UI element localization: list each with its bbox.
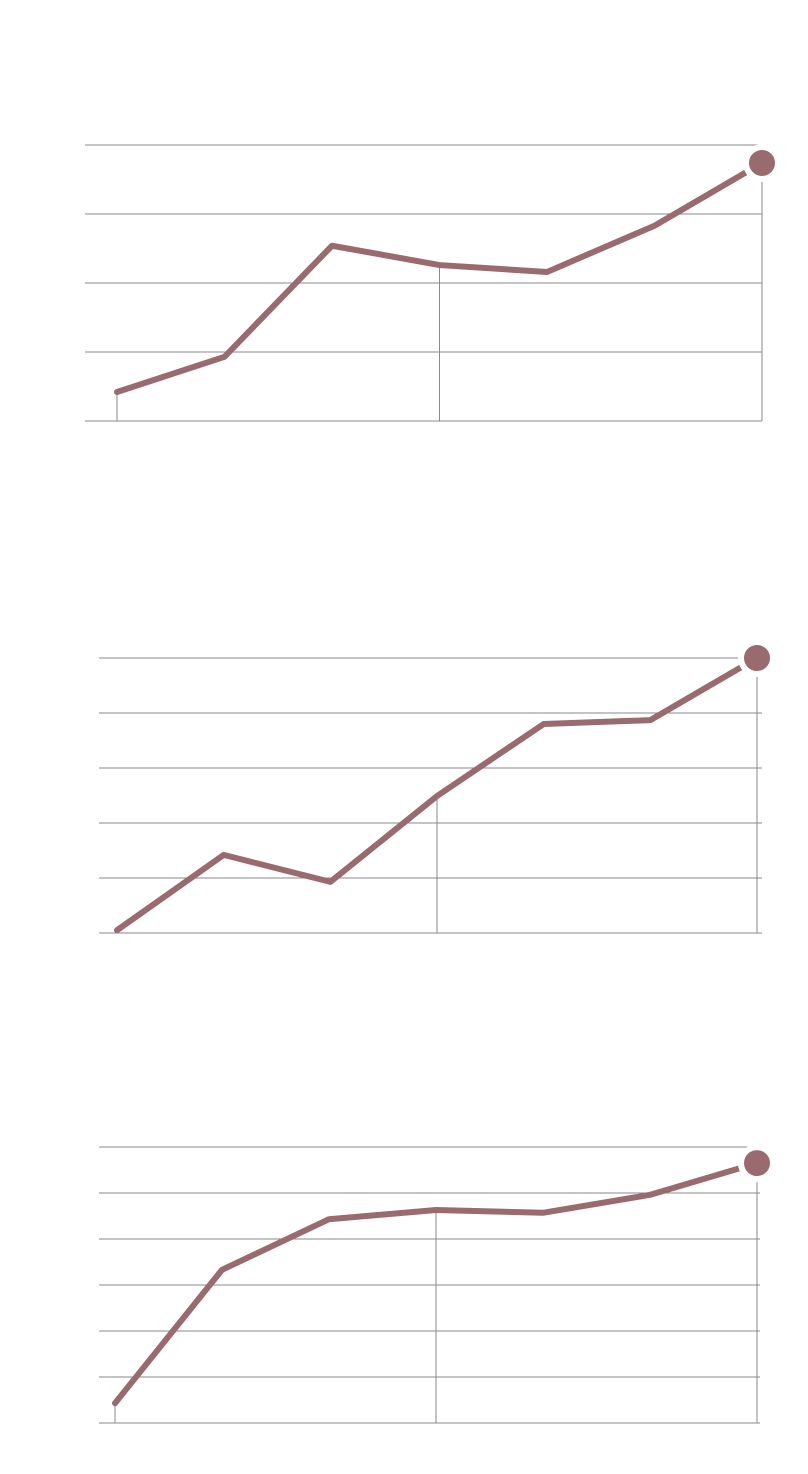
end-point [738,1144,776,1183]
line-series [114,159,765,396]
end-point [743,143,781,182]
line-series [112,1160,760,1407]
end-point [738,639,776,677]
line-series [114,655,760,934]
